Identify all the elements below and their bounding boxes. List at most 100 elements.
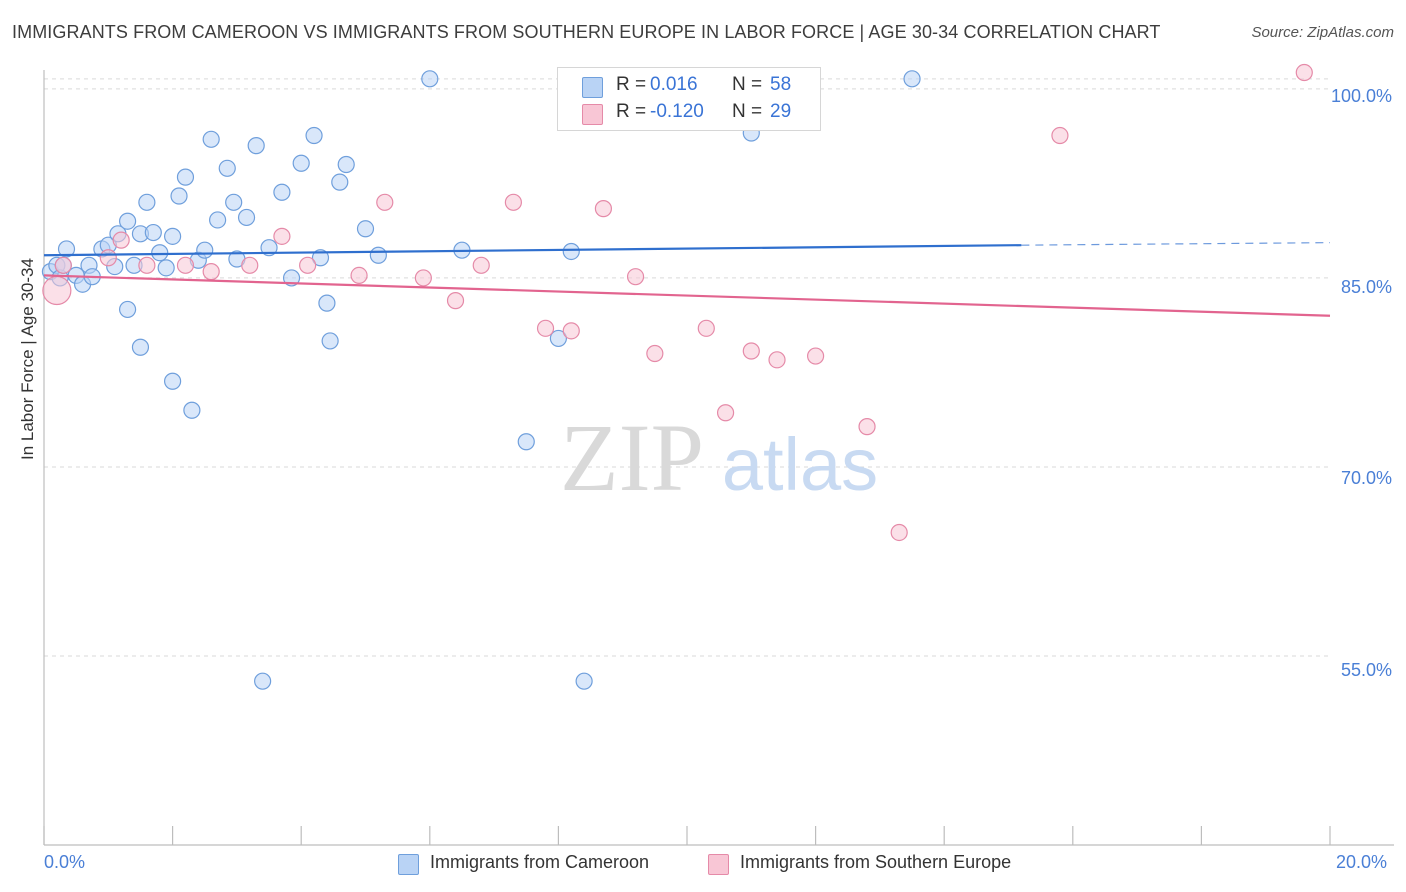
legend-item-southern-europe: Immigrants from Southern Europe <box>708 852 1012 875</box>
scatter-point <box>202 263 220 281</box>
scatter-point <box>282 269 301 287</box>
legend-swatch-blue <box>582 77 603 98</box>
n-label: N = <box>732 74 763 95</box>
scatter-point <box>225 193 243 211</box>
scatter-point <box>138 256 156 274</box>
legend-label: Immigrants from Southern Europe <box>740 852 1012 872</box>
y-tick-label: 85.0% <box>1340 277 1392 297</box>
scatter-point <box>157 259 175 277</box>
chart-title: IMMIGRANTS FROM CAMEROON VS IMMIGRANTS F… <box>12 22 1161 42</box>
n-value: 29 <box>770 101 792 122</box>
scatter-point <box>414 269 432 287</box>
scatter-point <box>858 418 876 436</box>
scatter-point <box>549 329 568 348</box>
x-tick-label: 0.0% <box>44 852 86 872</box>
r-label: R = <box>616 101 647 122</box>
x-tick-label: 20.0% <box>1336 852 1388 872</box>
scatter-point <box>1295 63 1313 82</box>
scatter-point <box>716 404 735 422</box>
scatter-point <box>273 183 291 201</box>
r-value: 0.016 <box>650 74 698 95</box>
legend-label: Immigrants from Cameroon <box>430 852 650 872</box>
scatter-point <box>138 193 156 211</box>
scatter-point <box>646 344 664 363</box>
scatter-point <box>241 256 259 274</box>
scatter-point <box>176 256 195 274</box>
scatter-point <box>54 256 72 274</box>
y-tick-label: 55.0% <box>1340 660 1392 680</box>
y-axis-label: In Labor Force | Age 30-34 <box>18 258 37 460</box>
scatter-point <box>626 268 645 286</box>
scatter-point <box>292 154 310 172</box>
scatter-point <box>273 227 291 245</box>
scatter-point <box>903 70 921 88</box>
scatter-point <box>517 433 535 451</box>
scatter-point <box>299 256 317 274</box>
legend-swatch-blue <box>398 854 419 875</box>
scatter-point <box>254 672 272 690</box>
scatter-point <box>562 322 580 340</box>
scatter-point <box>118 212 137 230</box>
scatter-point <box>99 249 117 267</box>
scatter-point <box>131 338 150 356</box>
scatter-point <box>164 372 182 390</box>
scatter-point <box>183 401 201 419</box>
trend-line-cameroon-extension <box>1021 242 1331 246</box>
scatter-point <box>164 227 182 245</box>
scatter-point <box>331 173 349 191</box>
scatter-point <box>421 70 439 88</box>
watermark-atlas: atlas <box>722 423 878 506</box>
n-value: 58 <box>770 74 792 95</box>
trend-line-southern-europe <box>43 274 1331 317</box>
trend-line-cameroon <box>43 244 1022 257</box>
scatter-point <box>806 347 825 365</box>
scatter-point <box>890 523 908 542</box>
series-southern-europe <box>42 63 1313 542</box>
watermark-zip: ZIP <box>560 404 704 511</box>
gridlines <box>44 78 1330 657</box>
scatter-point <box>57 240 76 258</box>
scatter-point <box>118 300 137 319</box>
scatter-point <box>311 249 330 267</box>
scatter-point <box>594 200 613 218</box>
scatter-point <box>356 220 375 238</box>
scatter-point <box>337 155 355 174</box>
scatter-point <box>321 332 339 350</box>
scatter-point <box>305 126 323 145</box>
y-tick-label: 100.0% <box>1330 86 1392 106</box>
axes <box>43 70 1394 846</box>
watermark: ZIP atlas <box>560 404 878 511</box>
scatter-point <box>697 319 715 337</box>
scatter-point <box>1051 126 1069 145</box>
scatter-point <box>112 231 130 249</box>
scatter-point <box>742 342 760 360</box>
scatter-point <box>318 294 336 312</box>
trend-lines <box>43 242 1331 317</box>
scatter-point <box>260 239 278 257</box>
scatter-point <box>218 159 236 177</box>
scatter-point <box>575 672 593 690</box>
scatter-point <box>209 211 227 229</box>
scatter-point <box>144 223 162 242</box>
n-label: N = <box>732 101 763 122</box>
scatter-point <box>504 193 522 211</box>
scatter-point <box>562 242 580 261</box>
scatter-point <box>472 256 490 274</box>
source-label: Source: ZipAtlas.com <box>1251 24 1394 41</box>
legend-swatch-pink <box>708 854 729 875</box>
y-tick-label: 70.0% <box>1340 468 1392 488</box>
scatter-point <box>237 208 256 227</box>
scatter-point <box>151 244 169 262</box>
series-cameroon <box>41 70 921 690</box>
scatter-point <box>202 130 220 148</box>
r-value: -0.120 <box>650 101 704 122</box>
r-label: R = <box>616 74 647 95</box>
scatter-point <box>170 187 188 205</box>
scatter-point <box>768 351 786 369</box>
correlation-legend: R = 0.016 N = 58 R = -0.120 N = 29 <box>557 67 821 131</box>
scatter-point <box>350 266 368 285</box>
legend-item-cameroon: Immigrants from Cameroon <box>398 852 650 875</box>
legend-swatch-pink <box>582 104 603 125</box>
scatter-point <box>247 137 265 155</box>
